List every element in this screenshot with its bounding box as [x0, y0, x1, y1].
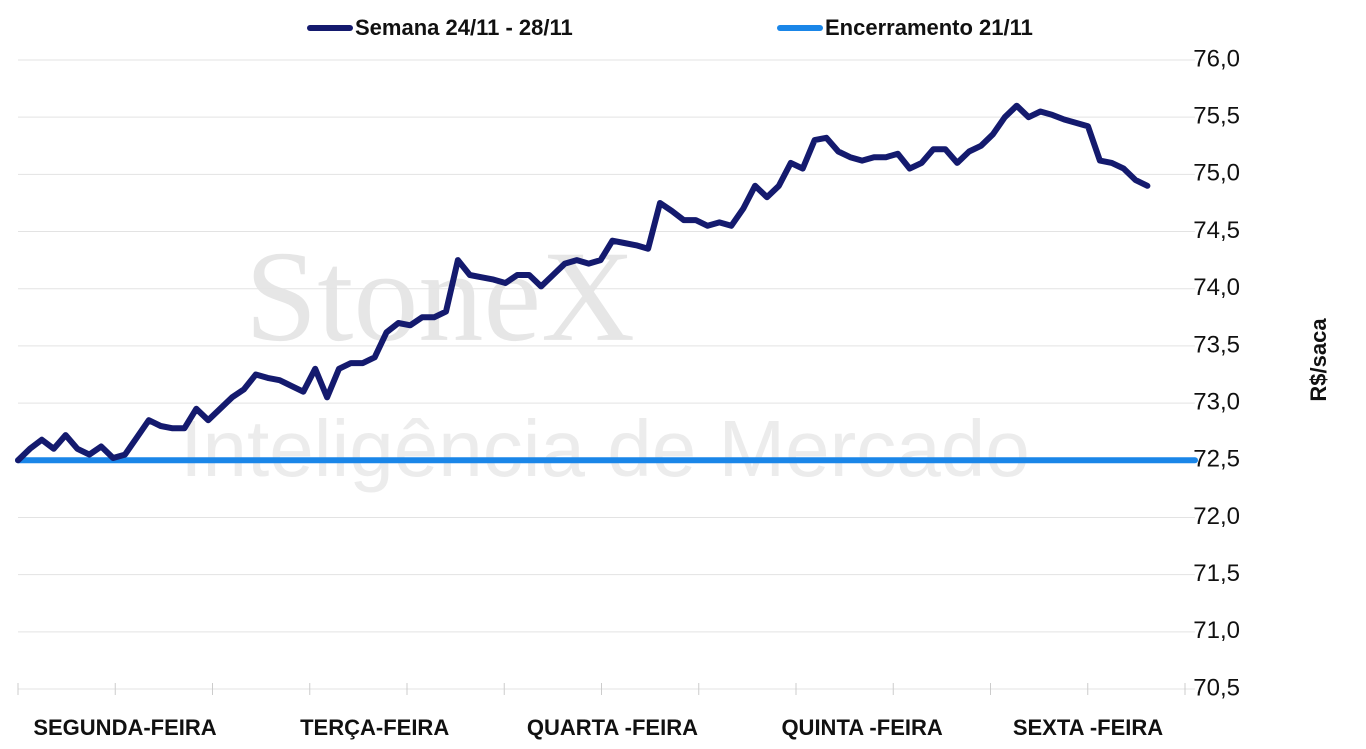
- series-line: [15, 102, 1151, 464]
- y-tick-label: 75,0: [1193, 160, 1240, 187]
- y-tick-label: 71,5: [1193, 560, 1240, 587]
- legend-label: Semana 24/11 - 28/11: [355, 15, 573, 40]
- watermark-text: Inteligência de Mercado: [180, 404, 1029, 493]
- y-tick-label: 74,5: [1193, 217, 1240, 244]
- y-tick-label: 72,5: [1193, 446, 1240, 473]
- y-tick-label: 70,5: [1193, 674, 1240, 701]
- y-tick-label: 73,5: [1193, 331, 1240, 358]
- legend-label: Encerramento 21/11: [825, 15, 1033, 40]
- x-tick-label: QUARTA -FEIRA: [527, 715, 698, 740]
- watermark-logo: StoneX: [245, 225, 635, 369]
- y-tick-label: 74,0: [1193, 274, 1240, 301]
- x-tick-label: QUINTA -FEIRA: [781, 715, 942, 740]
- y-tick-label: 71,0: [1193, 617, 1240, 644]
- x-tick-label: SEXTA -FEIRA: [1013, 715, 1163, 740]
- y-tick-label: 73,0: [1193, 388, 1240, 415]
- y-tick-label: 75,5: [1193, 103, 1240, 130]
- y-tick-label: 76,0: [1193, 45, 1240, 72]
- x-tick-label: TERÇA-FEIRA: [300, 715, 449, 740]
- y-tick-label: 72,0: [1193, 503, 1240, 530]
- x-tick-label: SEGUNDA-FEIRA: [33, 715, 216, 740]
- y-axis-label: R$/saca: [1306, 318, 1331, 402]
